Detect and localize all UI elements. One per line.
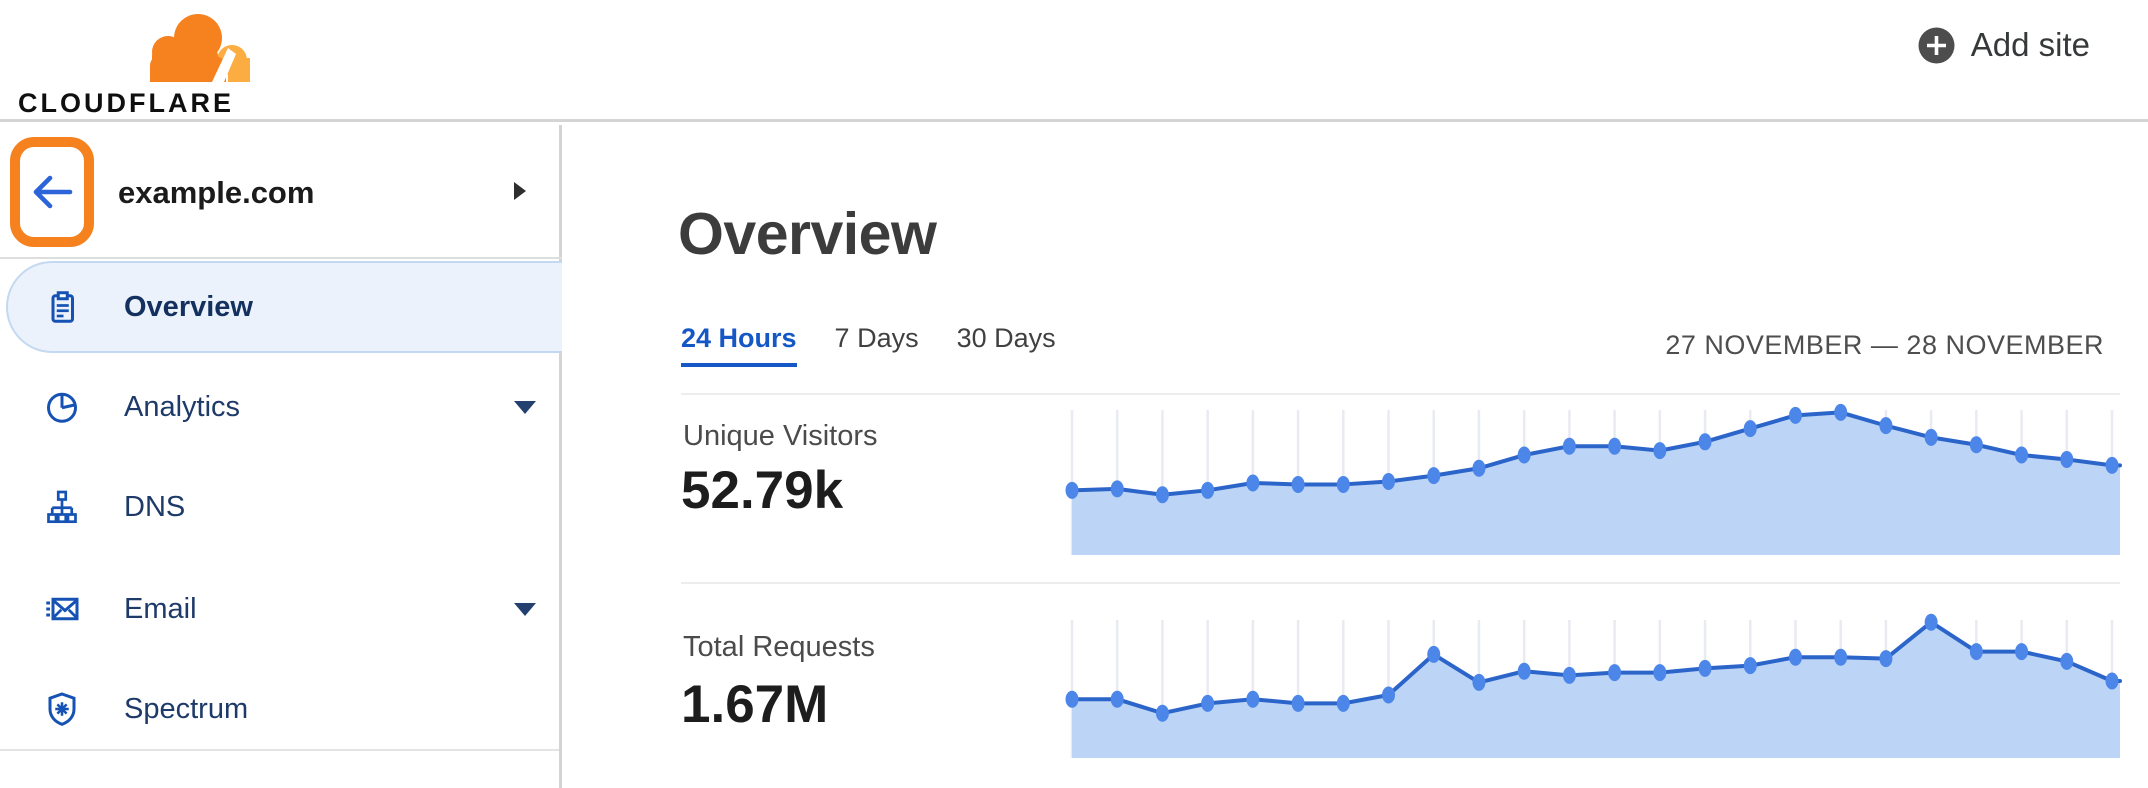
sidebar-item-label: Spectrum	[124, 692, 249, 725]
metric-label: Unique Visitors	[683, 420, 878, 452]
sidebar-item-spectrum[interactable]: Spectrum	[0, 661, 562, 757]
sidebar-item-label: Analytics	[124, 390, 241, 423]
metric-value: 52.79k	[681, 461, 844, 520]
main-content: Overview 24 Hours 7 Days 30 Days 27 NOVEMB…	[565, 125, 2148, 788]
shield-icon	[48, 692, 76, 726]
metric-label: Total Requests	[683, 631, 875, 663]
add-site-label: Add site	[1970, 26, 2090, 63]
clipboard-icon	[51, 291, 74, 323]
sidebar-item-label: Email	[124, 592, 197, 625]
add-site-button[interactable]: Add site	[1918, 22, 2090, 68]
site-expand-caret-icon[interactable]	[514, 182, 526, 200]
cloudflare-logo[interactable]: CLOUDFLARE	[18, 4, 268, 118]
chevron-down-icon[interactable]	[514, 602, 536, 616]
sidebar-item-label: Overview	[124, 290, 253, 323]
divider	[681, 582, 2120, 584]
site-name: example.com	[118, 175, 315, 210]
back-arrow-icon	[33, 175, 73, 209]
area-chart-unique-visitors[interactable]	[1065, 403, 2122, 555]
time-range-tabs: 24 Hours 7 Days 30 Days	[681, 323, 1056, 367]
top-header: CLOUDFLARE Add site	[0, 0, 2148, 122]
cloudflare-cloud-icon	[150, 14, 250, 82]
sidebar-item-dns[interactable]: DNS	[0, 459, 562, 555]
sidebar-item-label: DNS	[124, 490, 186, 523]
selected-pill	[6, 261, 562, 353]
site-selector-row: example.com	[0, 125, 562, 259]
metric-value: 1.67M	[681, 675, 829, 734]
page-title: Overview	[678, 201, 937, 267]
tab-30-days[interactable]: 30 Days	[956, 323, 1056, 353]
sidebar: example.com Overview Analytics DNS Email…	[0, 125, 562, 788]
sidebar-item-analytics[interactable]: Analytics	[0, 359, 562, 455]
date-range-label: 27 NOVEMBER — 28 NOVEMBER	[1665, 330, 2104, 360]
cloudflare-logo-text: CLOUDFLARE	[18, 88, 234, 118]
sidebar-section-divider	[0, 749, 559, 751]
pie-chart-icon	[47, 392, 77, 423]
sidebar-item-email[interactable]: Email	[0, 561, 562, 657]
sidebar-item-overview[interactable]: Overview	[0, 259, 562, 355]
area-chart-total-requests[interactable]	[1065, 613, 2122, 758]
divider	[681, 393, 2120, 395]
tab-7-days[interactable]: 7 Days	[834, 323, 919, 353]
chevron-down-icon[interactable]	[514, 400, 536, 414]
email-icon	[46, 597, 79, 621]
dns-tree-icon	[47, 490, 77, 524]
back-button[interactable]	[10, 137, 94, 247]
plus-icon	[1918, 27, 1955, 63]
tab-24-hours[interactable]: 24 Hours	[681, 323, 797, 367]
